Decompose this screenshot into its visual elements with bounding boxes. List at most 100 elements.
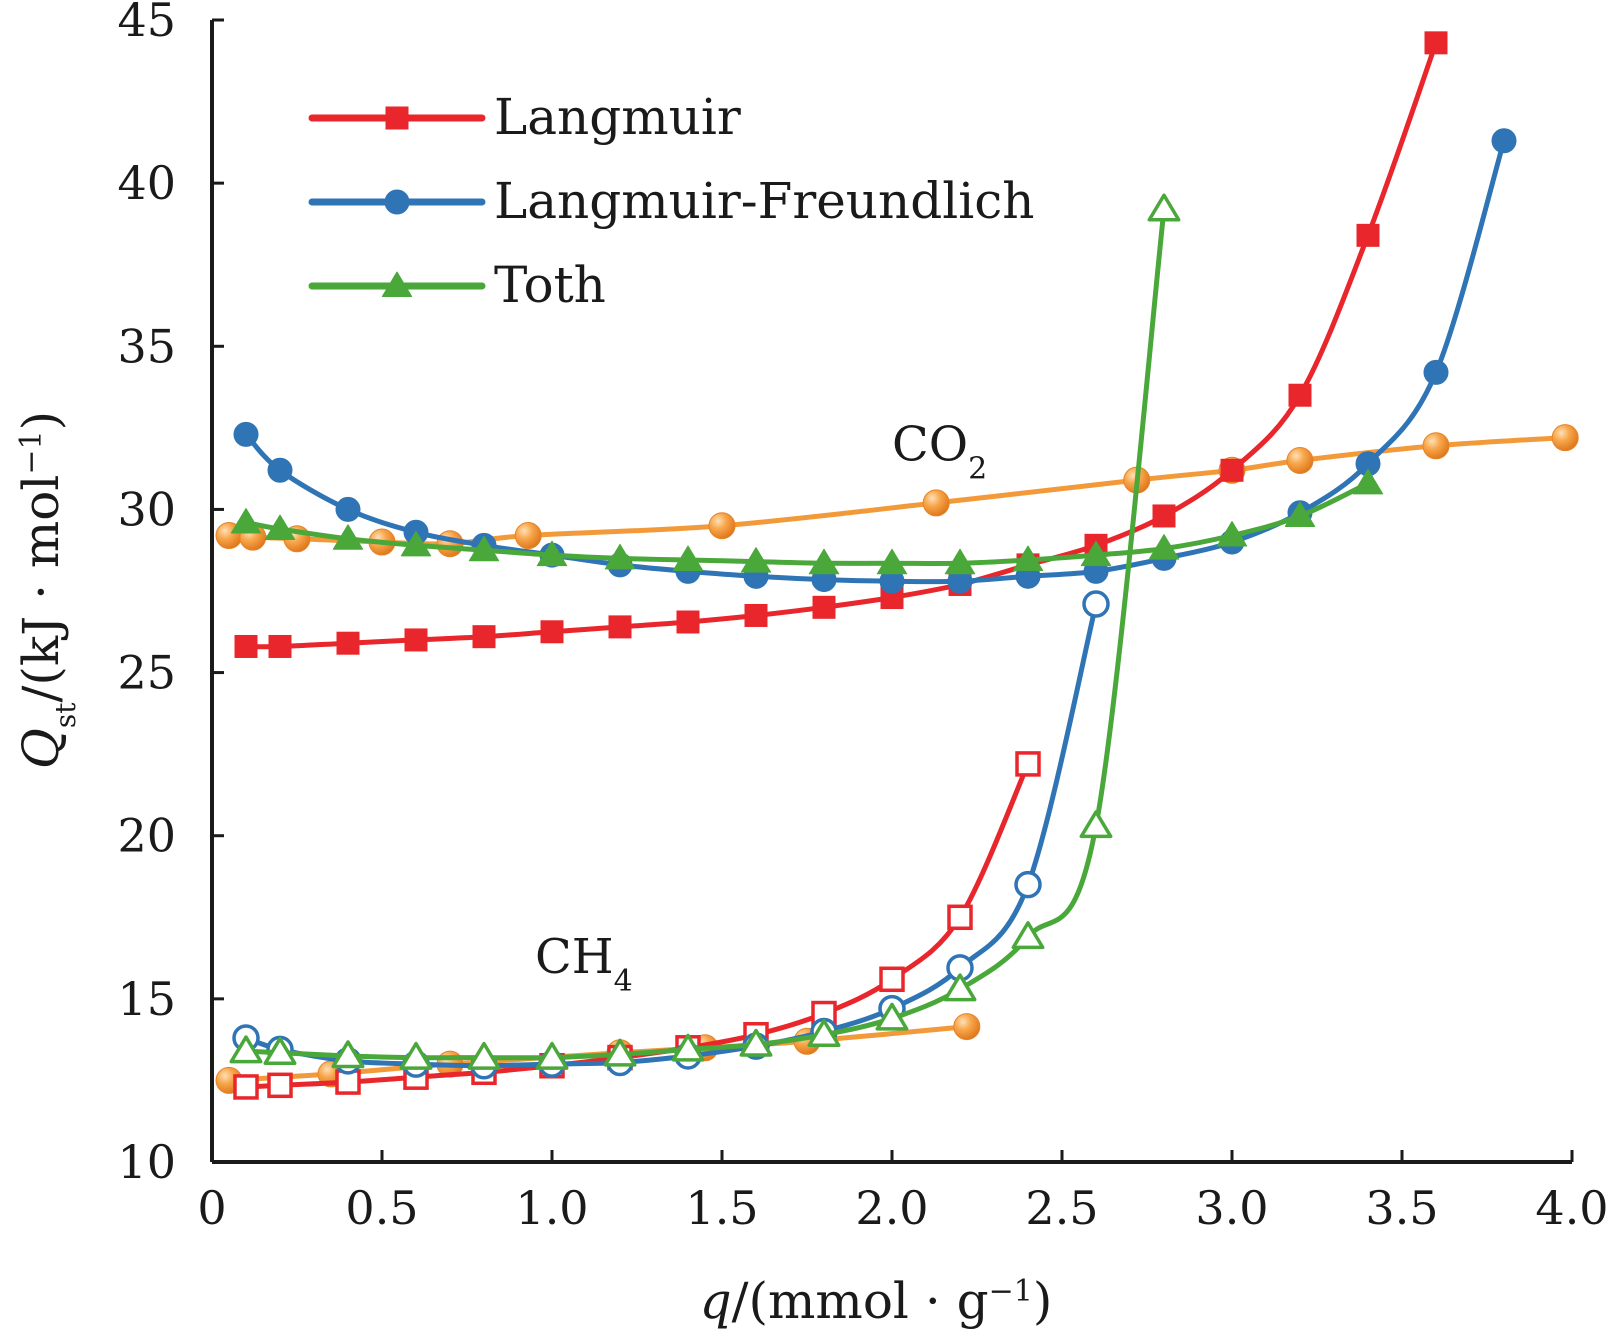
data-point [514,522,542,550]
x-tick-label: 3.5 [1365,1181,1438,1235]
y-axis-sub: st [49,702,82,728]
y-tick-label: 25 [117,646,176,700]
data-point [1148,534,1180,560]
x-axis-var: q [700,1272,732,1330]
annotation-main: CO [892,416,968,472]
series-line [243,40,1439,650]
legend-label: Langmuir-Freundlich [494,172,1034,230]
data-point [1080,540,1112,567]
data-point [335,496,361,522]
x-tick-label: 1.0 [515,1181,588,1235]
x-tick-label: 1.5 [685,1181,758,1235]
legend-marker [384,189,410,215]
data-point [399,1041,433,1070]
x-tick-label: 2.5 [1025,1181,1098,1235]
data-point [233,1074,259,1100]
data-point [875,1002,909,1031]
x-axis-sep: / [732,1272,749,1330]
data-point [812,595,836,619]
data-point [672,545,704,572]
data-point [234,634,258,658]
annotation-main: CH [535,929,614,985]
legend-item: Langmuir [308,88,741,146]
x-tick-label: 2.0 [855,1181,928,1235]
y-axis-exp: −1 [14,430,49,474]
data-point [1551,424,1579,452]
data-point [336,631,360,655]
data-point [608,615,632,639]
data-point [267,457,293,483]
series-ch4-square [233,751,1041,1100]
legend-marker [385,106,409,130]
series-ch4-triangle [229,193,1181,1070]
data-point [1284,501,1316,527]
y-tick-label: 20 [117,809,176,863]
data-point [879,966,905,993]
legend: Langmuir Langmuir-Freundlich Toth [308,88,1034,314]
data-point [268,634,292,658]
data-point [540,620,564,644]
data-point [807,1018,841,1047]
annotation-label: CH4 [535,929,633,999]
annotation-sub: 2 [968,451,987,486]
data-point [744,603,768,627]
data-point [1352,468,1384,495]
annotations: CO2 CH4 [535,416,987,998]
data-point [808,548,840,575]
series-co2-circle [233,128,1517,594]
data-point [943,973,977,1002]
legend-label: Langmuir [494,88,741,146]
tick-labels: 0 0.5 1.0 1.5 2.0 2.5 3.0 3.5 4.0 10 15 20 25 30 35 40 4… [117,0,1608,1235]
data-point [1015,751,1041,777]
data-point [331,1040,365,1069]
data-point [947,904,973,931]
annotation-sub: 4 [614,963,633,998]
data-point [1423,359,1449,385]
data-point [739,1028,773,1057]
y-tick-label: 15 [117,972,176,1026]
data-point [1079,810,1113,839]
legend-label: Toth [494,256,606,314]
data-point [1014,870,1042,899]
data-point [671,1033,705,1062]
series-layer [215,31,1579,1100]
x-tick-label: 3.0 [1195,1181,1268,1235]
data-point [603,1038,637,1067]
data-point [740,547,772,573]
y-axis-var: Q [12,728,70,769]
y-tick-label: 35 [117,319,176,373]
data-point [472,625,496,649]
data-point [1491,128,1517,154]
data-point [467,1041,501,1070]
legend-item: Langmuir-Freundlich [308,172,1034,230]
y-tick-label: 40 [117,156,176,210]
y-tick-label: 10 [117,1135,176,1189]
y-tick-label: 30 [117,482,176,536]
y-axis-sep: / [12,686,70,703]
data-point [229,1035,263,1064]
data-point [944,548,976,575]
legend-marker [381,271,413,297]
data-point [1082,590,1110,618]
data-point [708,512,736,540]
series-line [243,761,1031,1090]
data-point [230,507,262,534]
y-tick-label: 45 [117,0,176,47]
data-point [1288,383,1312,407]
data-point [922,489,950,517]
data-point [536,540,568,567]
annotation-label: CO2 [892,416,987,486]
data-point [535,1041,569,1070]
data-point [953,1013,981,1041]
y-axis-unit: (kJ · mol [12,475,70,686]
data-point [1220,458,1244,482]
data-point [1424,31,1448,55]
x-axis-close: ) [1033,1272,1053,1330]
data-point [332,524,364,550]
series-co2-square [234,31,1448,658]
data-point [676,610,700,634]
data-point [1152,504,1176,528]
data-point [1011,921,1045,950]
data-point [1012,545,1044,572]
x-tick-label: 0.5 [345,1181,418,1235]
